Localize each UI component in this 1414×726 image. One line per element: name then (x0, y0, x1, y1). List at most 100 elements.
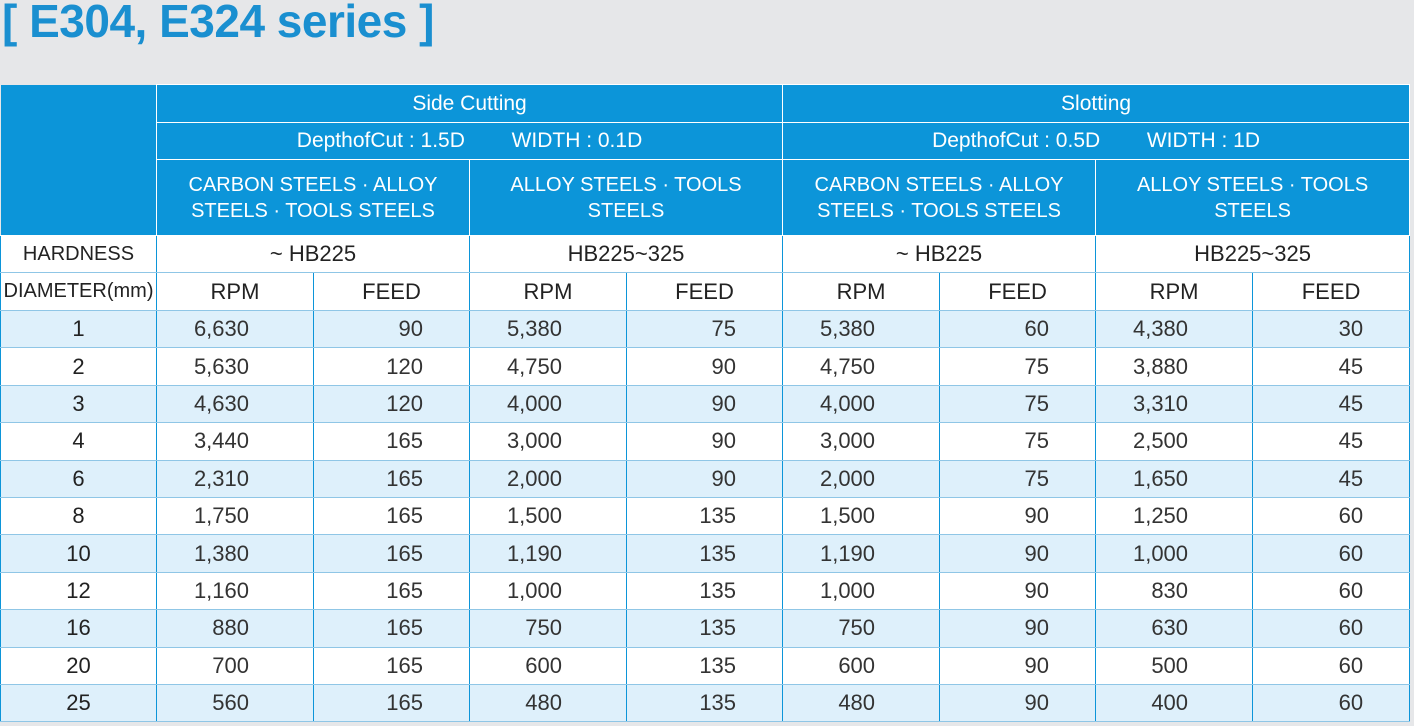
rpm-cell: 2,500 (1095, 422, 1254, 461)
feed-cell: 165 (313, 609, 470, 648)
material-header: CARBON STEELS · ALLOY STEELS · TOOLS STE… (782, 159, 1097, 236)
feed-cell: 165 (313, 422, 470, 461)
feed-cell: 120 (313, 385, 470, 424)
rpm-cell: 3,310 (1095, 385, 1254, 424)
feed-cell: 135 (625, 572, 784, 611)
table-row: 6 2,310 165 2,000 90 2,000 75 1,650 45 (0, 460, 1411, 498)
feed-cell: 90 (939, 572, 1097, 611)
rpm-cell: 630 (1095, 609, 1254, 648)
rpm-cell: 560 (156, 684, 314, 723)
feed-cell: 30 (1252, 310, 1411, 349)
feed-cell: 135 (625, 609, 784, 648)
feed-header: FEED (625, 272, 784, 311)
diameter-cell: 10 (0, 534, 157, 573)
rpm-cell: 5,380 (782, 310, 941, 349)
rpm-cell: 3,000 (469, 422, 627, 461)
rpm-cell: 3,880 (1095, 347, 1254, 386)
rpm-cell: 1,000 (469, 572, 627, 611)
rpm-cell: 750 (469, 609, 627, 648)
diameter-cell: 16 (0, 609, 157, 648)
feed-cell: 135 (625, 497, 784, 536)
feed-cell: 90 (313, 310, 470, 349)
feed-cell: 45 (1252, 422, 1411, 461)
cutting-conditions-table: Side Cutting Slotting DepthofCut : 1.5D … (0, 84, 1411, 723)
feed-cell: 135 (625, 684, 784, 723)
rpm-cell: 830 (1095, 572, 1254, 611)
rpm-cell: 2,000 (782, 460, 941, 498)
rpm-cell: 1,380 (156, 534, 314, 573)
diameter-cell: 12 (0, 572, 157, 611)
feed-cell: 165 (313, 534, 470, 573)
hardness-label: HARDNESS (0, 235, 157, 273)
rpm-cell: 1,190 (782, 534, 941, 573)
diameter-cell: 2 (0, 347, 157, 386)
rpm-cell: 4,000 (469, 385, 627, 424)
feed-cell: 90 (625, 422, 784, 461)
feed-cell: 75 (939, 460, 1097, 498)
table-row: 16 880 165 750 135 750 90 630 60 (0, 609, 1411, 648)
diameter-cell: 4 (0, 422, 157, 461)
feed-cell: 135 (625, 534, 784, 573)
feed-cell: 60 (1252, 572, 1411, 611)
hardness-value: HB225~325 (468, 235, 784, 273)
material-header: CARBON STEELS · ALLOY STEELS · TOOLS STE… (156, 159, 470, 236)
table-row: 3 4,630 120 4,000 90 4,000 75 3,310 45 (0, 385, 1411, 424)
rpm-cell: 1,160 (156, 572, 314, 611)
side-cutting-width: WIDTH : 0.1D (511, 129, 643, 152)
group-header-slotting: Slotting (782, 84, 1411, 123)
rpm-cell: 400 (1095, 684, 1254, 723)
feed-cell: 60 (1252, 534, 1411, 573)
hardness-value: HB225~325 (1095, 235, 1411, 273)
rpm-cell: 4,750 (469, 347, 627, 386)
slotting-width: WIDTH : 1D (1146, 129, 1261, 152)
material-header: ALLOY STEELS · TOOLS STEELS (468, 159, 784, 236)
feed-header: FEED (939, 272, 1097, 311)
table-corner (0, 84, 157, 236)
rpm-cell: 1,190 (469, 534, 627, 573)
rpm-cell: 600 (782, 647, 941, 685)
side-cutting-depth: DepthofCut : 1.5D (296, 129, 465, 152)
data-rows: 1 6,630 90 5,380 75 5,380 60 4,380 30 2 5,630 120 4,… (0, 310, 1411, 723)
table-row: 10 1,380 165 1,190 135 1,190 90 1,000 60 (0, 534, 1411, 573)
feed-cell: 90 (939, 497, 1097, 536)
feed-cell: 90 (939, 684, 1097, 723)
rpm-header: RPM (469, 272, 627, 311)
feed-cell: 165 (313, 684, 470, 723)
rpm-cell: 5,380 (469, 310, 627, 349)
feed-cell: 165 (313, 647, 470, 685)
rpm-cell: 4,750 (782, 347, 941, 386)
rpm-cell: 1,500 (469, 497, 627, 536)
diameter-cell: 8 (0, 497, 157, 536)
rpm-cell: 880 (156, 609, 314, 648)
diameter-cell: 6 (0, 460, 157, 498)
table-row: 20 700 165 600 135 600 90 500 60 (0, 647, 1411, 685)
rpm-cell: 1,000 (1095, 534, 1254, 573)
feed-cell: 120 (313, 347, 470, 386)
feed-cell: 60 (1252, 497, 1411, 536)
rpm-cell: 480 (782, 684, 941, 723)
rpm-cell: 5,630 (156, 347, 314, 386)
rpm-cell: 600 (469, 647, 627, 685)
rpm-header: RPM (782, 272, 941, 311)
side-cutting-parameters: DepthofCut : 1.5D WIDTH : 0.1D (155, 122, 784, 160)
rpm-cell: 1,500 (782, 497, 941, 536)
table-row: 25 560 165 480 135 480 90 400 60 (0, 684, 1411, 723)
feed-cell: 75 (939, 347, 1097, 386)
rpm-cell: 1,250 (1095, 497, 1254, 536)
slotting-depth: DepthofCut : 0.5D (932, 129, 1101, 152)
rpm-cell: 1,750 (156, 497, 314, 536)
feed-cell: 60 (1252, 684, 1411, 723)
feed-cell: 90 (939, 534, 1097, 573)
rpm-header: RPM (156, 272, 314, 311)
table-row: 4 3,440 165 3,000 90 3,000 75 2,500 45 (0, 422, 1411, 461)
group-header-side-cutting: Side Cutting (155, 84, 784, 123)
hardness-value: ~ HB225 (156, 235, 470, 273)
feed-cell: 60 (939, 310, 1097, 349)
feed-cell: 60 (1252, 609, 1411, 648)
slotting-parameters: DepthofCut : 0.5D WIDTH : 1D (782, 122, 1411, 160)
feed-cell: 165 (313, 460, 470, 498)
feed-cell: 45 (1252, 460, 1411, 498)
rpm-cell: 3,440 (156, 422, 314, 461)
feed-cell: 60 (1252, 647, 1411, 685)
feed-cell: 135 (625, 647, 784, 685)
